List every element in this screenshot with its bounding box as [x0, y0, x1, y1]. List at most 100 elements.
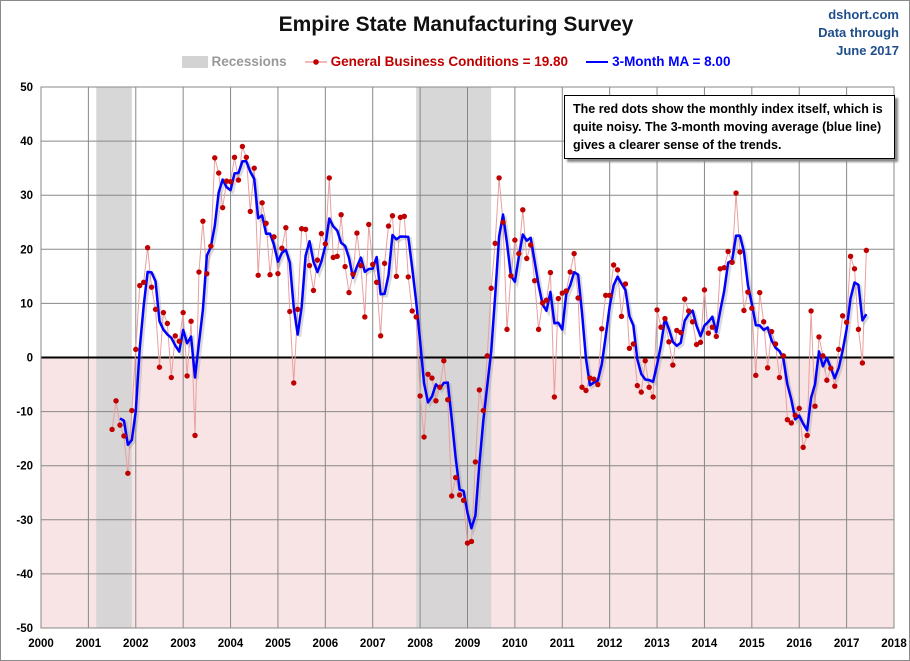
monthly-point — [192, 432, 198, 439]
monthly-point — [610, 262, 617, 268]
monthly-point — [275, 270, 281, 277]
monthly-point — [358, 262, 364, 269]
monthly-point — [259, 200, 265, 206]
monthly-point — [433, 398, 439, 404]
monthly-point — [575, 295, 581, 301]
plot-frame — [40, 86, 895, 629]
monthly-point — [555, 295, 562, 302]
monthly-point — [484, 353, 490, 359]
monthly-point — [456, 492, 463, 498]
monthly-point — [788, 420, 795, 426]
monthly-point — [279, 245, 285, 251]
source-line: dshort.com — [828, 7, 899, 22]
monthly-point — [137, 282, 143, 289]
monthly-point — [212, 155, 218, 161]
annotation-box: The red dots show the monthly index itse… — [564, 95, 895, 159]
monthly-point — [385, 223, 392, 229]
monthly-point — [125, 470, 131, 476]
monthly-point — [863, 247, 870, 254]
monthly-point — [543, 297, 550, 303]
monthly-point — [745, 289, 751, 295]
monthly-point — [373, 279, 380, 286]
monthly-point — [725, 248, 731, 255]
monthly-point — [674, 327, 680, 334]
legend-swatch-recessions — [181, 55, 208, 68]
monthly-point — [393, 273, 400, 280]
monthly-point — [488, 285, 494, 291]
monthly-point — [784, 417, 791, 423]
monthly-point — [377, 333, 384, 339]
monthly-point — [658, 324, 664, 330]
legend-swatch-ma — [586, 60, 609, 63]
monthly-point — [847, 253, 854, 260]
monthly-point — [164, 320, 171, 327]
monthly-point — [583, 387, 589, 394]
monthly-point — [606, 292, 613, 298]
monthly-point — [204, 270, 210, 277]
x-tick-label: 2017 — [834, 638, 860, 650]
monthly-point — [437, 384, 443, 390]
y-tick-label: 30 — [20, 190, 33, 202]
monthly-point — [255, 272, 261, 278]
monthly-point — [551, 394, 558, 400]
monthly-point — [263, 220, 269, 227]
legend-label: Recessions — [211, 54, 287, 69]
monthly-point — [196, 269, 202, 275]
monthly-point — [760, 319, 767, 325]
monthly-point — [180, 309, 186, 316]
x-tick-label: 2016 — [786, 638, 812, 650]
monthly-point — [796, 405, 802, 412]
monthly-point — [824, 377, 830, 383]
x-tick-label: 2018 — [881, 638, 907, 650]
monthly-point — [413, 314, 419, 320]
x-tick-label: 2006 — [313, 638, 339, 650]
monthly-point — [638, 389, 644, 395]
monthly-point — [772, 341, 779, 347]
monthly-point — [287, 308, 293, 315]
x-tick-label: 2010 — [502, 638, 528, 650]
monthly-point — [216, 170, 222, 176]
monthly-point — [721, 264, 727, 271]
x-tick-label: 2002 — [123, 638, 149, 650]
monthly-point — [291, 380, 297, 386]
monthly-point — [318, 230, 325, 237]
y-tick-label: 0 — [27, 353, 33, 365]
monthly-point — [366, 221, 372, 228]
monthly-point — [792, 412, 798, 419]
monthly-point — [650, 394, 656, 400]
monthly-point — [152, 306, 159, 313]
monthly-point — [816, 334, 822, 340]
monthly-point — [804, 432, 810, 439]
monthly-point — [445, 396, 451, 403]
monthly-point — [326, 175, 332, 181]
monthly-point — [140, 279, 147, 286]
monthly-point — [705, 330, 712, 336]
monthly-point — [662, 315, 668, 322]
monthly-point — [441, 358, 447, 364]
ma-line — [119, 160, 868, 530]
x-tick-label: 2004 — [218, 638, 244, 650]
monthly-point — [208, 243, 214, 249]
monthly-point — [401, 213, 408, 219]
monthly-point — [156, 364, 163, 370]
legend-recessions: Recessions — [181, 54, 287, 69]
monthly-point — [776, 374, 783, 381]
monthly-point — [681, 296, 688, 302]
x-tick-label: 2007 — [360, 638, 386, 650]
monthly-point — [472, 459, 479, 465]
monthly-point — [148, 284, 155, 290]
monthly-point — [749, 305, 755, 311]
monthly-point — [579, 384, 585, 390]
monthly-point — [603, 292, 609, 298]
monthly-point — [144, 244, 151, 251]
monthly-point — [310, 287, 317, 294]
monthly-point — [670, 362, 676, 368]
monthly-point — [294, 306, 301, 313]
monthly-point — [429, 375, 435, 381]
monthly-point — [342, 263, 348, 270]
monthly-point — [757, 289, 763, 296]
monthly-point — [800, 444, 806, 451]
monthly-point — [828, 365, 834, 372]
y-tick-label: -10 — [16, 407, 33, 419]
